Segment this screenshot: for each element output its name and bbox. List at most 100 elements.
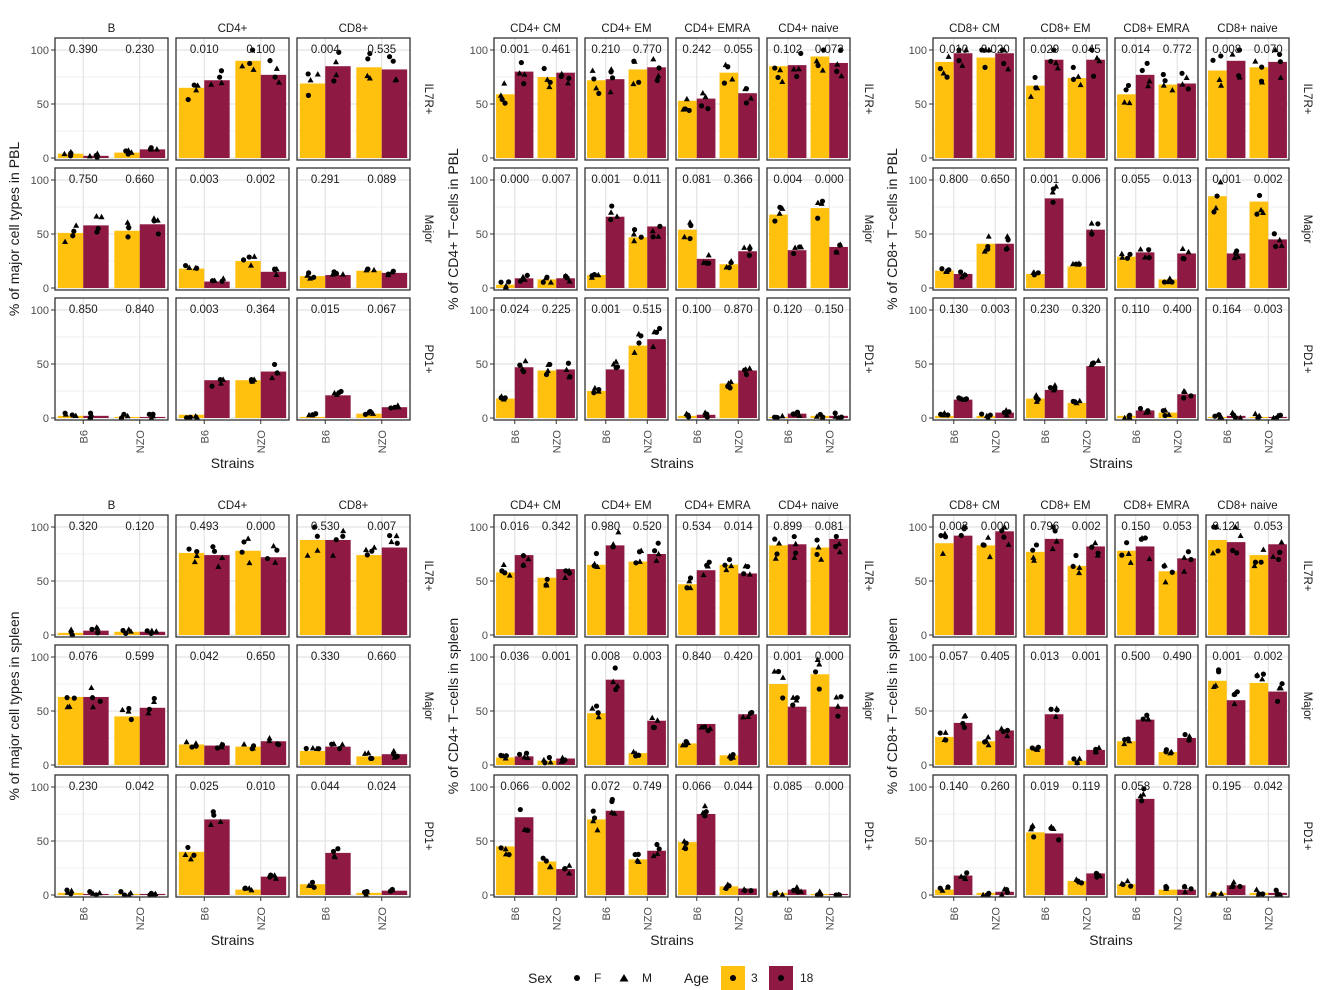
data-point-triangle <box>558 70 565 77</box>
data-point-circle <box>698 103 705 109</box>
bar-age-3 <box>1158 84 1178 158</box>
data-point-triangle <box>1076 878 1083 885</box>
panel-border <box>493 297 578 421</box>
bar-age-18 <box>647 67 666 158</box>
data-point-triangle <box>540 756 547 763</box>
data-point-triangle <box>1050 387 1057 393</box>
data-point-triangle <box>836 548 843 555</box>
data-point-circle <box>774 551 780 557</box>
row-strip-label: Major <box>1301 692 1313 721</box>
data-point-circle <box>146 706 152 712</box>
bar-age-18 <box>829 246 848 288</box>
data-point-circle <box>1144 60 1150 66</box>
p-value-label: 0.515 <box>633 304 662 316</box>
data-point-triangle <box>125 222 132 228</box>
data-point-triangle <box>366 75 373 81</box>
data-point-circle <box>593 703 600 709</box>
data-point-circle <box>1216 667 1222 673</box>
data-point-circle <box>591 390 597 396</box>
data-point-triangle <box>700 259 707 265</box>
facet-panel: 0.013 0.001 <box>1023 644 1108 768</box>
data-point-circle <box>187 414 193 420</box>
column-strip-label: CD4+ EMRA <box>684 23 750 35</box>
data-point-triangle <box>94 625 101 631</box>
data-point-circle <box>331 78 337 84</box>
bar-age-3 <box>976 57 996 159</box>
data-point-triangle <box>746 365 753 371</box>
p-value-label: 0.320 <box>69 521 98 533</box>
y-tick-label: 50 <box>476 99 488 111</box>
y-axis-title: % of CD8+ T−cells in PBL <box>884 148 900 310</box>
data-point-circle <box>1125 82 1132 89</box>
data-point-triangle <box>329 271 336 277</box>
data-point-triangle <box>1209 891 1216 897</box>
data-point-triangle <box>816 891 823 898</box>
data-point-triangle <box>220 275 227 281</box>
data-point-circle <box>68 891 74 897</box>
data-point-triangle <box>793 697 800 703</box>
facet-panel: 0.042 0.650 <box>175 644 290 768</box>
facet-panel: 0.750 0.660 <box>54 167 169 291</box>
bar-age-18 <box>1226 700 1246 765</box>
panel-background <box>55 298 168 420</box>
column-strip-label: B <box>108 500 116 512</box>
panel-border <box>1205 514 1290 638</box>
bar-age-3 <box>1117 550 1136 635</box>
data-point-triangle <box>595 271 602 278</box>
data-point-circle <box>772 891 778 897</box>
bar-age-18 <box>260 741 287 765</box>
data-point-triangle <box>500 396 507 402</box>
data-point-triangle <box>723 566 730 573</box>
bar-age-3 <box>935 736 954 765</box>
data-point-triangle <box>307 76 314 83</box>
panel-background <box>297 645 410 767</box>
panel-border <box>1023 514 1108 638</box>
data-point-triangle <box>1229 51 1236 57</box>
p-value-label: 0.003 <box>190 304 219 316</box>
data-point-circle <box>944 74 950 80</box>
panel-border <box>675 774 760 898</box>
y-tick-label: 100 <box>470 522 488 534</box>
p-value-label: 0.520 <box>633 521 662 533</box>
data-point-circle <box>144 628 150 634</box>
bar-age-3 <box>1067 565 1087 635</box>
data-point-circle <box>797 244 803 250</box>
bar-age-3 <box>496 846 515 895</box>
data-point-circle <box>247 60 253 67</box>
legend-age-title: Age <box>684 970 709 986</box>
data-point-triangle <box>1029 822 1036 828</box>
data-point-triangle <box>1003 412 1010 418</box>
data-point-triangle <box>1088 361 1095 368</box>
data-point-circle <box>1188 886 1194 892</box>
data-point-triangle <box>740 713 747 720</box>
data-point-circle <box>747 710 754 716</box>
data-point-circle <box>209 278 216 284</box>
data-point-triangle <box>773 414 780 420</box>
bar-age-18 <box>1177 253 1196 288</box>
bar-age-18 <box>556 369 575 418</box>
data-point-triangle <box>544 367 551 374</box>
p-value-label: 0.534 <box>682 521 711 533</box>
data-point-triangle <box>1137 793 1144 799</box>
facet-panel: 0.024 0.225 <box>493 297 578 421</box>
data-point-triangle <box>998 725 1005 731</box>
data-point-triangle <box>1212 204 1219 211</box>
data-point-triangle <box>127 628 134 634</box>
column-strip-label: B <box>108 23 116 35</box>
data-point-circle <box>562 866 568 872</box>
p-value-label: 0.102 <box>773 44 802 56</box>
panel-border <box>766 167 851 291</box>
data-point-triangle <box>250 66 257 72</box>
data-point-circle <box>1094 874 1100 880</box>
y-tick-label: 0 <box>921 153 927 165</box>
y-tick-label: 0 <box>482 413 488 425</box>
panel-border <box>675 297 760 421</box>
data-point-triangle <box>654 717 661 723</box>
bar-age-18 <box>829 538 848 635</box>
data-point-circle <box>1124 255 1131 261</box>
bar-age-18 <box>696 98 716 158</box>
panel-border <box>766 774 851 898</box>
data-point-triangle <box>1181 388 1188 395</box>
data-point-triangle <box>1160 82 1167 88</box>
panel-border <box>175 297 290 421</box>
